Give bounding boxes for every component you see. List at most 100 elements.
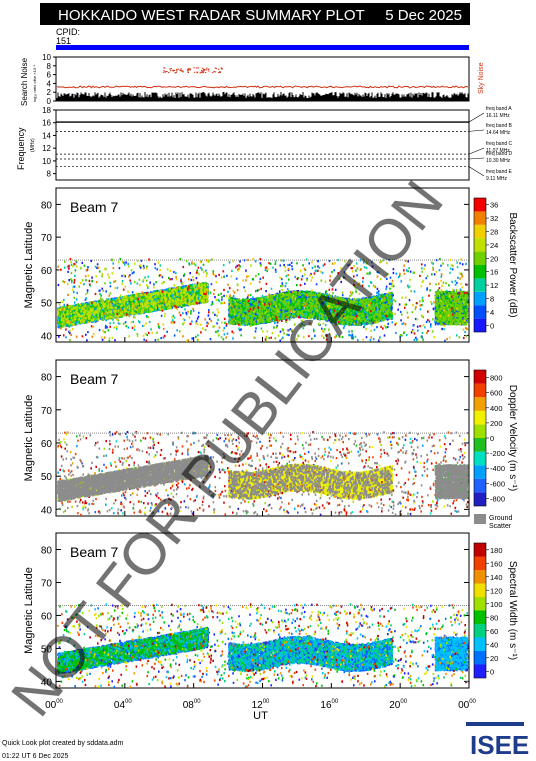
plot-date: 5 Dec 2025 xyxy=(385,7,462,24)
noise-tick-label: 6 xyxy=(47,71,52,80)
sky-noise-point xyxy=(175,72,177,74)
plot-title: HOKKAIDO WEST RADAR SUMMARY PLOT xyxy=(58,7,365,24)
sky-noise-point xyxy=(170,68,173,70)
colorbar-tick-label: 0 xyxy=(490,667,494,676)
sky-noise-point xyxy=(217,68,220,70)
sky-noise-line xyxy=(56,85,469,89)
colorbar-segment xyxy=(474,305,486,319)
lat-tick-label: 70 xyxy=(41,406,53,417)
freq-tick-label: 18 xyxy=(42,106,51,115)
panel-width: 40 50 60 70 80 Magnetic Latitude Beam 7 0 20 40 60… xyxy=(23,532,518,689)
sky-noise-point xyxy=(169,70,172,72)
colorbar-frame xyxy=(473,542,487,679)
sky-noise-point xyxy=(204,71,207,73)
colorbar-tick-label: 80 xyxy=(490,613,498,622)
colorbar-segment xyxy=(474,438,486,452)
data-cells xyxy=(57,258,469,342)
colorbar-segment xyxy=(474,597,486,611)
sky-noise-point xyxy=(169,68,171,70)
sky-noise-point xyxy=(202,71,205,73)
freq-band-connector xyxy=(468,112,485,123)
sky-noise-point xyxy=(163,70,165,72)
sky-noise-point xyxy=(212,72,214,74)
logo-bar xyxy=(466,722,524,726)
sky-noise-point xyxy=(173,69,176,71)
logo-text: ISEE xyxy=(470,730,529,760)
sky-noise-point xyxy=(174,72,176,74)
isee-logo: ISEE xyxy=(466,722,529,760)
sky-noise-label: Sky Noise xyxy=(478,62,485,94)
cpid-value: 151 xyxy=(56,36,71,46)
colorbar-tick-label: 140 xyxy=(490,573,503,582)
panel-power: 40 50 60 70 80 Magnetic Latitude Beam 7 0 4 8 12 16… xyxy=(23,187,518,343)
freq-ylabel: Frequency xyxy=(16,127,26,170)
sky-noise-point xyxy=(208,70,210,72)
sky-noise-point xyxy=(197,67,200,69)
freq-band-name: freq band D xyxy=(486,151,513,157)
noise-tick-label: 4 xyxy=(47,79,52,88)
x-tick-label: 0000 xyxy=(45,699,63,711)
sky-noise-point xyxy=(172,70,175,72)
colorbar-tick-label: 4 xyxy=(490,308,494,317)
sky-noise-point xyxy=(189,69,191,71)
sky-noise-point xyxy=(179,70,182,72)
lat-tick-label: 70 xyxy=(41,233,53,244)
sky-noise-point xyxy=(215,67,218,69)
ground-scatter-label: Ground xyxy=(489,515,512,522)
freq-frame xyxy=(55,109,470,181)
colorbar-tick-label: 100 xyxy=(490,600,503,609)
colorbar-tick-label: 200 xyxy=(490,419,503,428)
colorbar-tick-label: 800 xyxy=(490,374,503,383)
x-tick-hour: 00 xyxy=(45,700,57,711)
colorbar-segment xyxy=(474,318,486,332)
colorbar-tick-label: 8 xyxy=(490,295,494,304)
footer-credit: Quick Look plot created by sddata.adm xyxy=(2,740,124,747)
x-tick-hour: 04 xyxy=(114,700,126,711)
colorbar-segment xyxy=(474,278,486,292)
freq-band-value: 9.11 MHz xyxy=(486,176,508,182)
sky-noise-point xyxy=(162,71,165,73)
lat-tick-label: 40 xyxy=(41,677,53,688)
x-tick-label: 1200 xyxy=(252,699,270,711)
colorbar-tick-label: 120 xyxy=(490,586,503,595)
sky-noise-point xyxy=(200,71,203,73)
freq-band-name: freq band C xyxy=(486,141,513,147)
sky-noise-point xyxy=(164,71,167,73)
colorbar-tick-label: 20 xyxy=(490,654,498,663)
beam-label: Beam 7 xyxy=(70,199,118,215)
sky-noise-point xyxy=(175,69,178,71)
colorbar-segment xyxy=(474,265,486,279)
lat-tick-label: 70 xyxy=(41,578,53,589)
frequency-panel: 8 10 12 14 16 18 freq band A16.11 MHz freq band… xyxy=(16,106,513,182)
lat-tick-label: 80 xyxy=(41,545,53,556)
colorbar-segment xyxy=(474,424,486,438)
x-tick-hour: 08 xyxy=(183,700,195,711)
search-noise-bars xyxy=(56,92,469,101)
colorbar-tick-label: 24 xyxy=(490,241,498,250)
colorbar-segment xyxy=(474,570,486,584)
sky-noise-point xyxy=(214,71,217,73)
sky-noise-point xyxy=(219,71,221,73)
x-tick-min: 00 xyxy=(56,699,63,705)
colorbar-segment xyxy=(474,451,486,466)
sky-noise-point xyxy=(200,70,203,72)
freq-band-connector xyxy=(468,129,485,132)
lat-ylabel: Magnetic Latitude xyxy=(23,395,35,482)
lat-tick-label: 50 xyxy=(41,472,53,483)
x-tick-min: 00 xyxy=(194,699,201,705)
title-banner xyxy=(40,3,470,25)
x-tick-hour: 12 xyxy=(252,700,264,711)
x-tick-hour: 20 xyxy=(389,700,401,711)
noise-tick-label: 2 xyxy=(47,88,52,97)
sky-noise-point xyxy=(199,72,202,74)
colorbar-segment xyxy=(474,224,486,239)
freq-band-connector xyxy=(468,157,485,160)
colorbar-label: Spectral Width (m s⁻¹) xyxy=(507,561,518,660)
sky-noise-point xyxy=(181,70,183,72)
noise-tick-label: 8 xyxy=(47,62,52,71)
noise-ylabel: Search Noise xyxy=(20,57,29,106)
sky-noise-point xyxy=(207,68,210,70)
sky-noise-point xyxy=(217,72,220,74)
